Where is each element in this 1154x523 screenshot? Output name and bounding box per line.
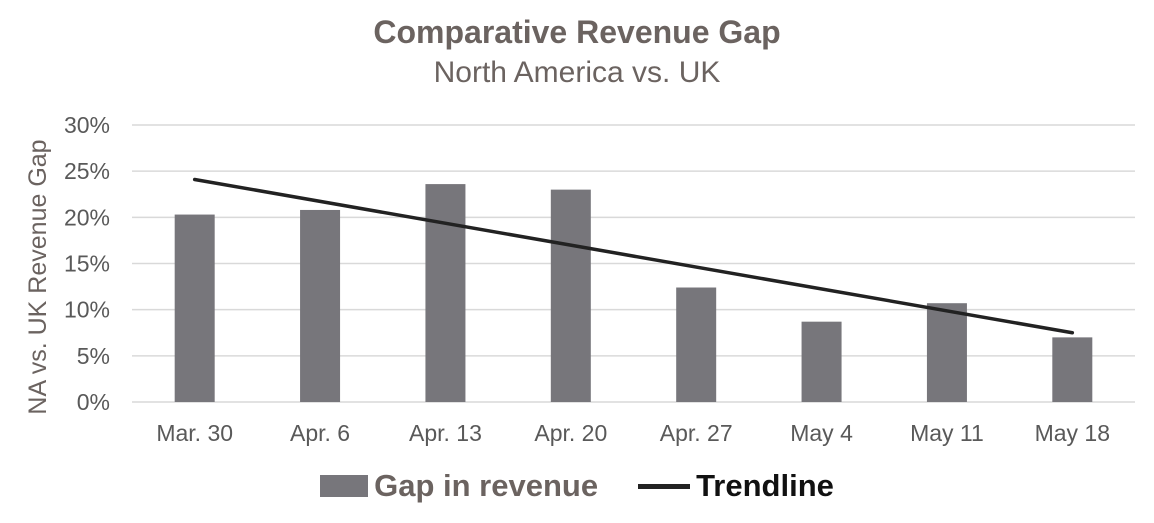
legend-label-gap: Gap in revenue bbox=[374, 468, 599, 503]
legend: Gap in revenue Trendline bbox=[0, 468, 1154, 504]
y-tick-label: 5% bbox=[77, 343, 110, 369]
bars bbox=[174, 184, 1093, 402]
x-tick-label: May 4 bbox=[790, 420, 853, 446]
x-tick-label: Apr. 6 bbox=[290, 420, 350, 446]
revenue-gap-chart: 0% 5% 10% 15% 20% 25% 30% Mar. 30 Apr. 6 Apr. 13… bbox=[24, 112, 1135, 446]
legend-swatch-trendline bbox=[638, 483, 691, 489]
y-tick-label: 10% bbox=[64, 297, 110, 323]
y-tick-label: 30% bbox=[64, 112, 110, 138]
trendline bbox=[192, 177, 1075, 335]
y-tick-label: 0% bbox=[77, 389, 110, 415]
x-tick-labels: Mar. 30 Apr. 6 Apr. 13 Apr. 20 Apr. 27 May 4 M… bbox=[156, 420, 1110, 446]
bar bbox=[300, 209, 341, 402]
chart-title: Comparative Revenue Gap bbox=[373, 14, 781, 50]
y-tick-label: 15% bbox=[64, 251, 110, 277]
bar bbox=[676, 287, 717, 402]
legend-label-trendline: Trendline bbox=[696, 468, 834, 503]
bar bbox=[801, 321, 842, 402]
y-tick-labels: 0% 5% 10% 15% 20% 25% 30% bbox=[64, 112, 110, 415]
x-tick-label: Apr. 20 bbox=[534, 420, 607, 446]
bar bbox=[1052, 337, 1093, 402]
bar bbox=[174, 214, 215, 402]
y-axis-label: NA vs. UK Revenue Gap bbox=[24, 139, 52, 414]
x-tick-label: Apr. 13 bbox=[409, 420, 482, 446]
bar bbox=[425, 184, 466, 402]
legend-item-trendline: Trendline bbox=[638, 468, 834, 504]
x-tick-label: May 18 bbox=[1035, 420, 1110, 446]
legend-swatch-gap bbox=[320, 475, 369, 497]
x-tick-label: May 11 bbox=[910, 420, 984, 446]
y-tick-label: 20% bbox=[64, 204, 110, 230]
legend-item-gap: Gap in revenue bbox=[320, 468, 598, 504]
trendline-path bbox=[192, 177, 1075, 335]
x-tick-label: Apr. 27 bbox=[660, 420, 733, 446]
chart-subtitle: North America vs. UK bbox=[433, 56, 721, 89]
bar bbox=[926, 303, 967, 402]
x-tick-label: Mar. 30 bbox=[156, 420, 233, 446]
gridlines bbox=[132, 124, 1135, 403]
y-tick-label: 25% bbox=[64, 158, 110, 184]
bar bbox=[550, 189, 591, 402]
